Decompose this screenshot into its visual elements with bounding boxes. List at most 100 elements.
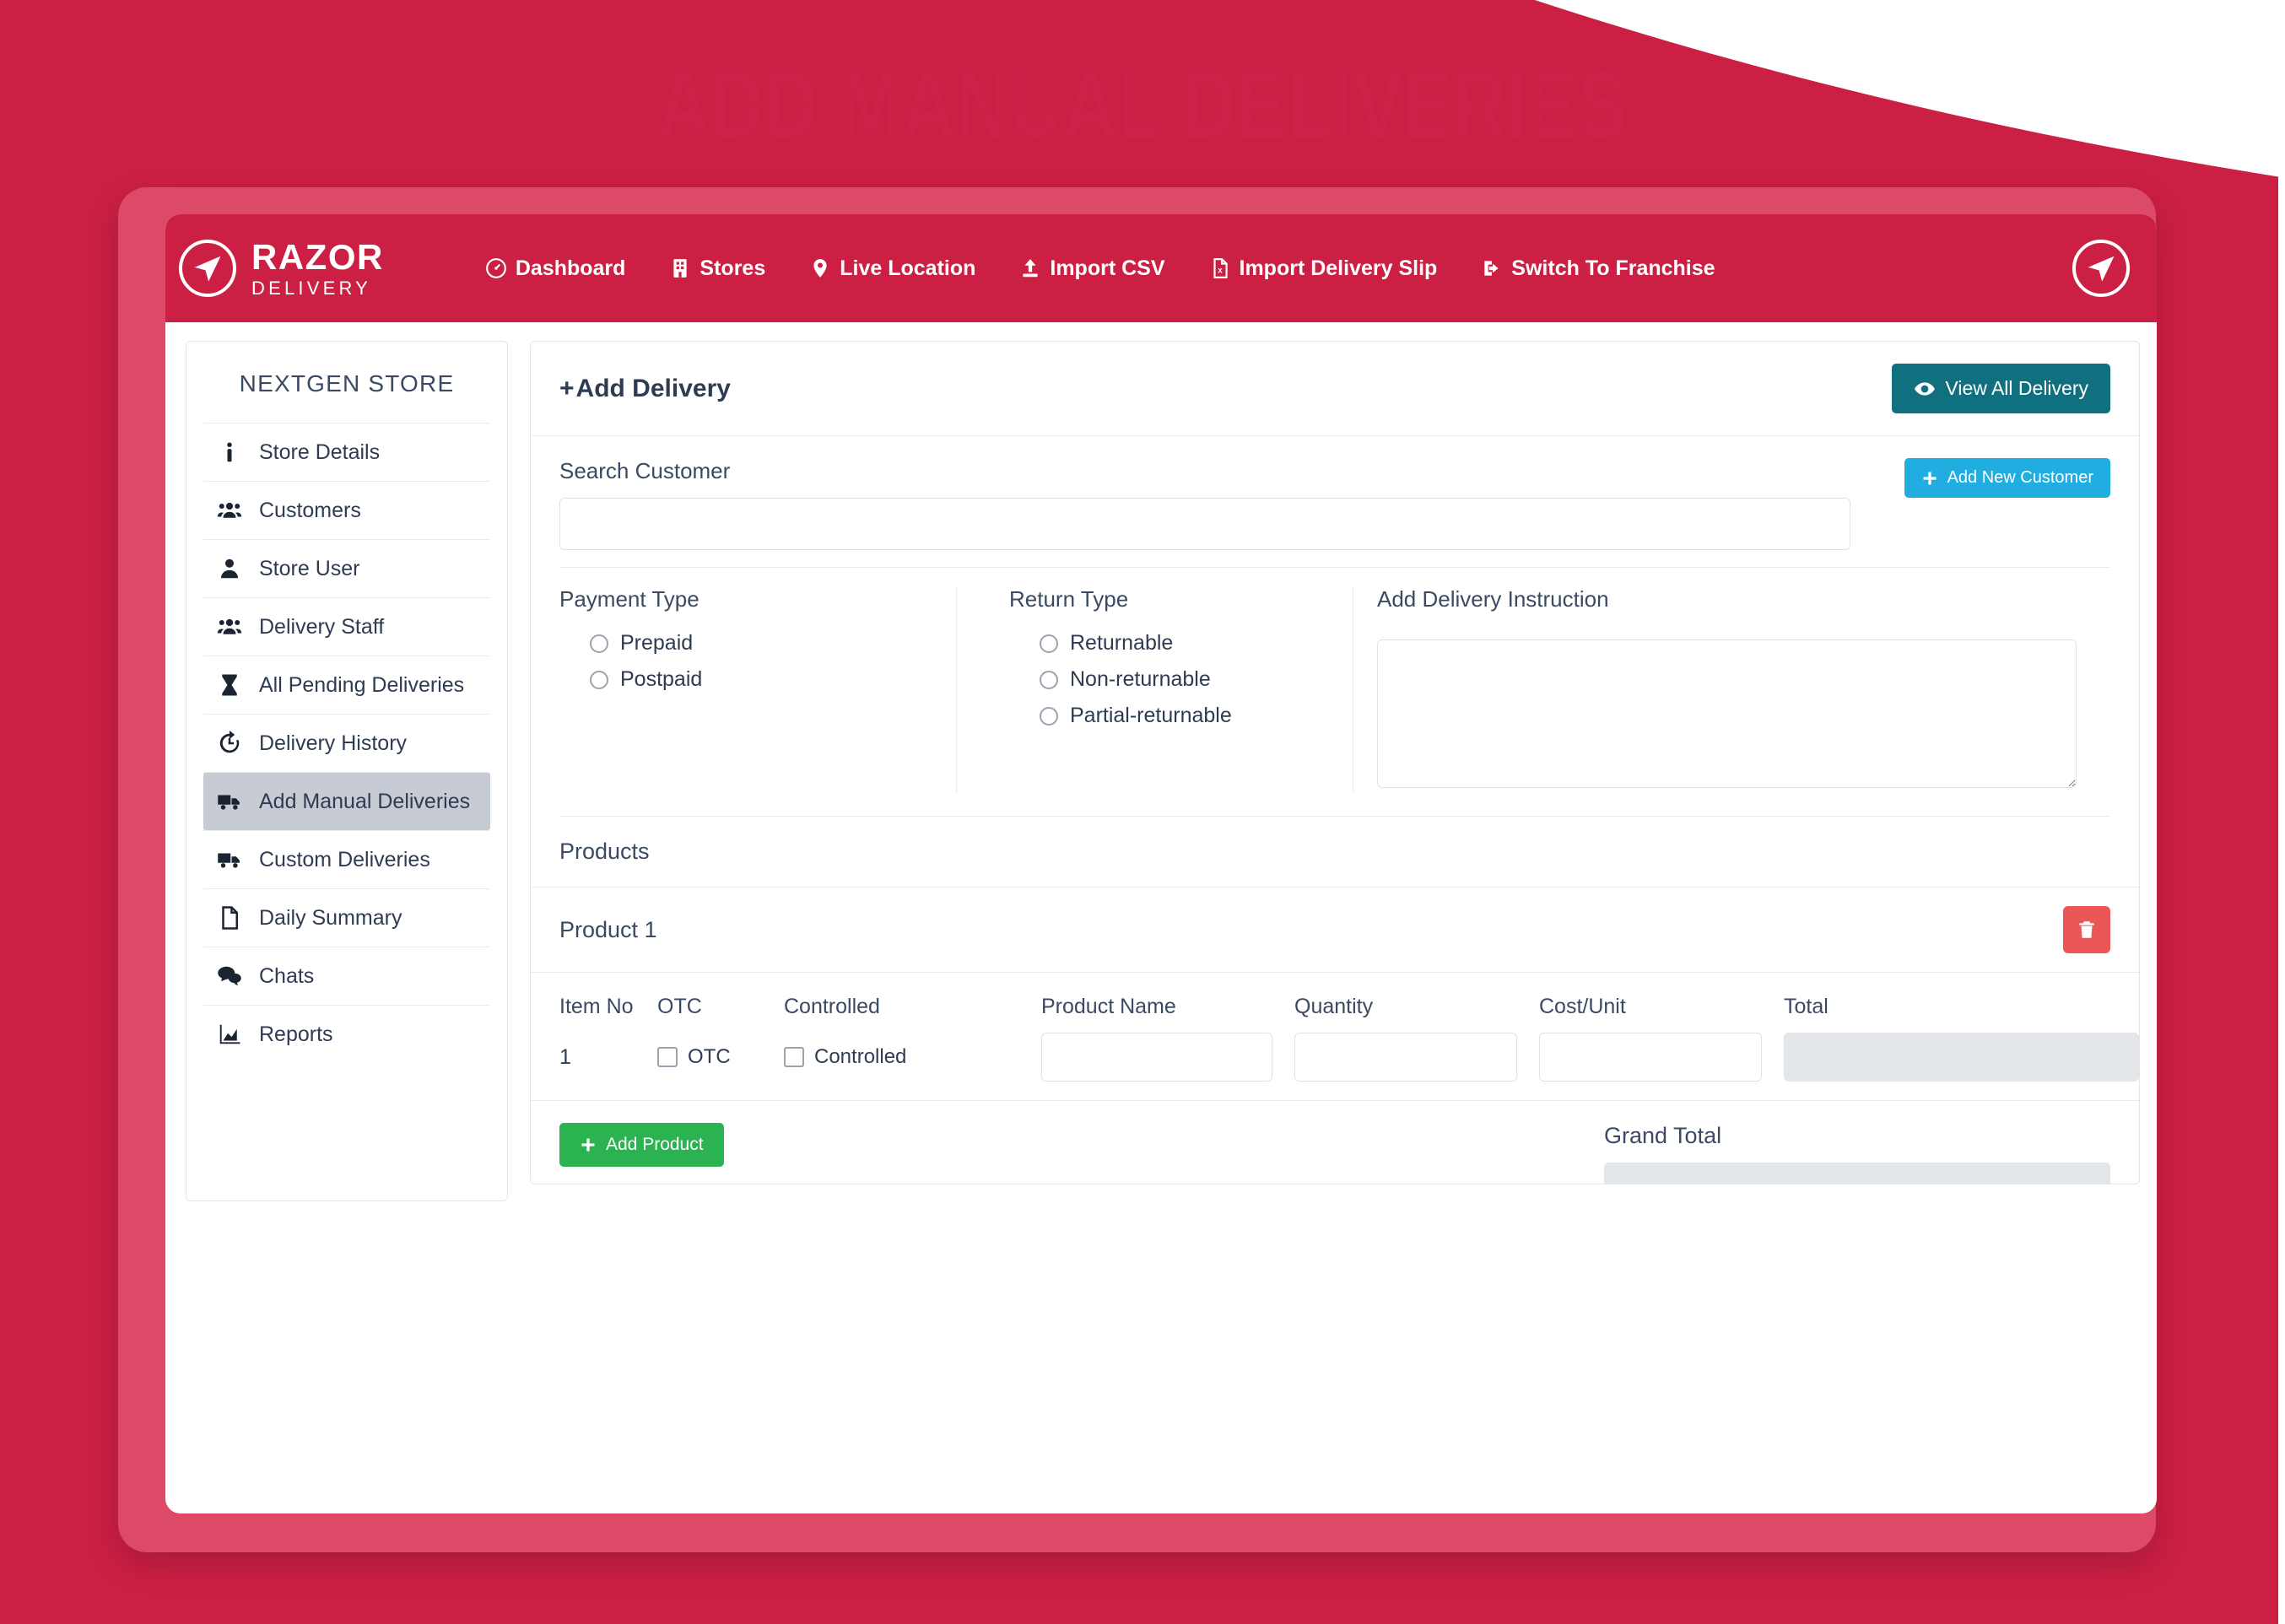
otc-checkbox[interactable]: OTC: [657, 1045, 784, 1069]
payment-type-label: Payment Type: [559, 586, 700, 612]
delivery-instruction-group: Add Delivery Instruction: [1353, 586, 2110, 792]
hero-title: ADD MANUAL DELIVERIES: [656, 52, 1629, 158]
nav-item-import-delivery-slip[interactable]: x Import Delivery Slip: [1209, 256, 1438, 281]
nav-item-stores[interactable]: Stores: [669, 256, 765, 281]
comments-icon: [215, 963, 244, 989]
col-cost-unit: Cost/Unit: [1539, 995, 1626, 1018]
radio-partial-returnable[interactable]: Partial-returnable: [1040, 704, 1319, 728]
nav-label: Live Location: [840, 256, 976, 280]
sidebar-item-label: Delivery History: [259, 731, 408, 755]
checkbox-icon: [657, 1047, 678, 1067]
sidebar-item-delivery-history[interactable]: Delivery History: [203, 714, 490, 772]
radio-prepaid[interactable]: Prepaid: [590, 631, 922, 656]
quantity-input[interactable]: [1294, 1033, 1517, 1082]
col-controlled: Controlled: [784, 995, 880, 1018]
sidebar-item-all-pending-deliveries[interactable]: All Pending Deliveries: [203, 656, 490, 714]
add-new-customer-button[interactable]: Add New Customer: [1904, 458, 2110, 498]
return-type-group: Return Type Returnable Non-returnable Pa…: [956, 586, 1353, 792]
sidebar-item-customers[interactable]: Customers: [203, 481, 490, 539]
cost-unit-input[interactable]: [1539, 1033, 1762, 1082]
col-quantity: Quantity: [1294, 995, 1374, 1018]
eye-icon: [1914, 378, 1936, 400]
sidebar-item-chats[interactable]: Chats: [203, 947, 490, 1005]
plus-icon: [580, 1136, 597, 1153]
button-label: View All Delivery: [1945, 377, 2088, 399]
sidebar-item-label: All Pending Deliveries: [259, 672, 465, 697]
nav-item-switch-to-franchise[interactable]: Switch To Franchise: [1481, 256, 1715, 281]
col-item-no: Item No: [559, 995, 634, 1018]
sidebar-item-label: Chats: [259, 963, 315, 988]
sidebar-item-store-details[interactable]: Store Details: [203, 423, 490, 481]
avatar[interactable]: [2072, 240, 2130, 297]
nav-label: Switch To Franchise: [1511, 256, 1715, 280]
radio-non-returnable[interactable]: Non-returnable: [1040, 667, 1319, 692]
nav-item-live-location[interactable]: Live Location: [809, 256, 975, 281]
payment-type-group: Payment Type Prepaid Postpaid: [559, 586, 956, 792]
delete-product-button[interactable]: [2063, 906, 2110, 953]
plus-icon: [1921, 470, 1938, 487]
navbar-items: Dashboard Stores Live Location Import CS…: [485, 256, 1715, 281]
nav-label: Import Delivery Slip: [1239, 256, 1438, 280]
users-icon: [215, 614, 244, 639]
divider: [559, 567, 2110, 568]
top-navbar: RAZOR DELIVERY Dashboard Stores: [165, 214, 2157, 322]
radio-icon: [1040, 706, 1058, 726]
grand-total-block: Grand Total: [1604, 1123, 2110, 1184]
view-all-delivery-button[interactable]: View All Delivery: [1892, 364, 2110, 413]
brand-tagline: DELIVERY: [251, 277, 372, 299]
sidebar-item-reports[interactable]: Reports: [203, 1005, 490, 1063]
col-otc: OTC: [657, 995, 702, 1018]
products-table: Item No OTC Controlled Product Name Quan…: [531, 973, 2139, 1100]
brand-name: RAZOR: [251, 236, 384, 277]
razor-logo-icon: [2085, 252, 2117, 284]
radio-returnable[interactable]: Returnable: [1040, 631, 1319, 656]
map-pin-icon: [809, 257, 831, 279]
product-name-input[interactable]: [1041, 1033, 1272, 1082]
radio-label: Partial-returnable: [1070, 704, 1232, 727]
sidebar-item-label: Delivery Staff: [259, 614, 385, 639]
brand-logo[interactable]: RAZOR DELIVERY: [179, 236, 384, 299]
upload-icon: [1019, 257, 1041, 279]
grand-total-input: [1604, 1163, 2110, 1184]
search-customer-input[interactable]: [559, 498, 1850, 550]
svg-text:x: x: [1218, 266, 1223, 275]
panel-header: + Add Delivery View All Delivery: [531, 342, 2139, 436]
info-icon: [215, 440, 244, 465]
page-title-text: Add Delivery: [575, 374, 731, 402]
radio-postpaid[interactable]: Postpaid: [590, 667, 922, 692]
sidebar-menu: Store Details Customers Store User: [186, 423, 507, 1063]
sidebar: NEXTGEN STORE Store Details Customers: [186, 341, 508, 1201]
sidebar-item-label: Reports: [259, 1022, 333, 1046]
search-customer-block: Search Customer Add New Customer: [531, 436, 2139, 567]
checkbox-icon: [784, 1047, 804, 1067]
sidebar-item-label: Store Details: [259, 440, 381, 464]
sidebar-item-label: Daily Summary: [259, 905, 402, 930]
radio-label: Non-returnable: [1070, 667, 1211, 691]
table-header-row: Item No OTC Controlled Product Name Quan…: [531, 973, 2139, 1033]
sidebar-item-add-manual-deliveries[interactable]: Add Manual Deliveries: [203, 772, 490, 830]
sidebar-item-daily-summary[interactable]: Daily Summary: [203, 888, 490, 947]
grand-total-label: Grand Total: [1604, 1123, 1722, 1148]
product-row-header: Product 1: [531, 887, 2139, 973]
radio-icon: [1040, 634, 1058, 653]
return-type-label: Return Type: [1009, 586, 1129, 612]
sidebar-item-label: Custom Deliveries: [259, 847, 430, 871]
sidebar-item-delivery-staff[interactable]: Delivery Staff: [203, 597, 490, 656]
controlled-checkbox[interactable]: Controlled: [784, 1045, 1041, 1069]
sidebar-item-store-user[interactable]: Store User: [203, 539, 490, 597]
delivery-instruction-label: Add Delivery Instruction: [1377, 586, 1609, 612]
page-title: + Add Delivery: [559, 375, 731, 403]
sidebar-item-custom-deliveries[interactable]: Custom Deliveries: [203, 830, 490, 888]
products-footer: Add Product Grand Total: [531, 1100, 2139, 1184]
users-icon: [215, 498, 244, 523]
add-product-button[interactable]: Add Product: [559, 1123, 724, 1167]
sidebar-item-label: Customers: [259, 498, 361, 522]
radio-label: Prepaid: [620, 631, 694, 655]
checkbox-label: OTC: [688, 1045, 731, 1068]
nav-item-import-csv[interactable]: Import CSV: [1019, 256, 1165, 281]
search-customer-label: Search Customer: [559, 458, 731, 483]
nav-item-dashboard[interactable]: Dashboard: [485, 256, 625, 281]
app-window: RAZOR DELIVERY Dashboard Stores: [165, 214, 2157, 1513]
delivery-instruction-textarea[interactable]: [1377, 639, 2077, 788]
hourglass-icon: [215, 672, 244, 698]
